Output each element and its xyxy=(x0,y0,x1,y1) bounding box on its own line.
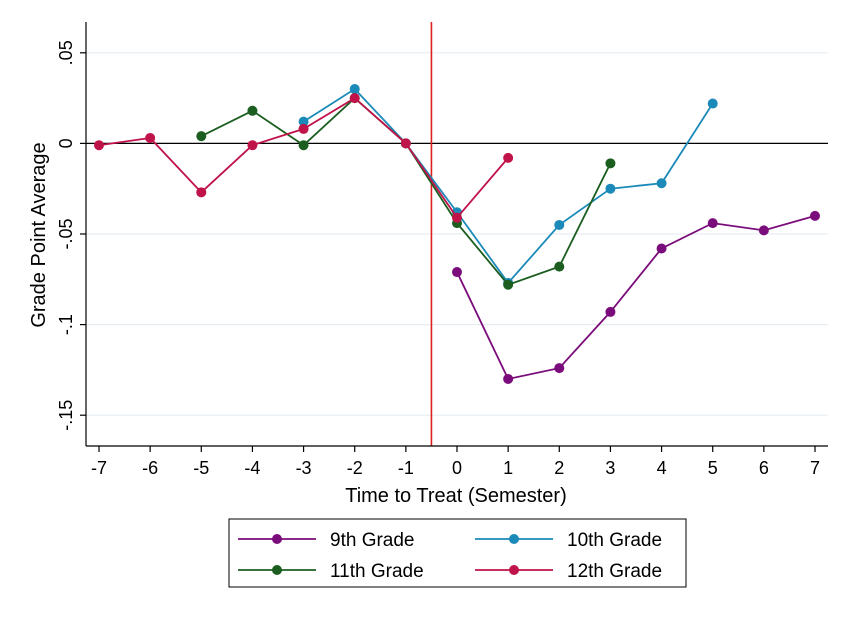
x-tick-label: 7 xyxy=(810,458,820,478)
data-point xyxy=(298,116,309,127)
data-point xyxy=(554,261,565,272)
y-tick-label: -.15 xyxy=(56,400,76,431)
data-point xyxy=(605,183,616,194)
data-point xyxy=(400,138,411,149)
data-point xyxy=(247,105,258,116)
x-tick-label: 3 xyxy=(605,458,615,478)
x-tick-label: -6 xyxy=(142,458,158,478)
legend-label: 12th Grade xyxy=(567,561,662,582)
data-point xyxy=(94,140,104,151)
x-tick-label: -5 xyxy=(193,458,209,478)
data-point xyxy=(656,243,667,254)
legend-swatch-marker xyxy=(509,534,519,544)
data-point xyxy=(503,152,514,163)
data-point xyxy=(707,98,718,109)
data-series xyxy=(94,84,820,384)
x-tick-label: -2 xyxy=(347,458,363,478)
x-tick-label: -7 xyxy=(91,458,107,478)
data-point xyxy=(605,158,616,169)
x-tick-label: 0 xyxy=(452,458,462,478)
data-point xyxy=(707,218,718,229)
data-point xyxy=(810,210,820,221)
data-point xyxy=(196,131,207,142)
x-tick-label: -3 xyxy=(296,458,312,478)
x-axis-ticks: -7 -6 -5 -4 -3 -2 -1 0 1 2 3 4 5 6 7 xyxy=(91,446,820,478)
x-tick-label: -1 xyxy=(398,458,414,478)
data-point xyxy=(196,187,207,198)
data-point xyxy=(605,306,616,317)
x-axis-title: Time to Treat (Semester) xyxy=(345,485,567,507)
data-point xyxy=(349,93,360,104)
y-tick-label: -.1 xyxy=(56,314,76,335)
data-point xyxy=(554,363,565,374)
y-tick-label: 0 xyxy=(56,138,76,148)
series-line xyxy=(456,215,816,380)
legend-label: 10th Grade xyxy=(567,530,662,551)
data-point xyxy=(452,212,462,223)
y-tick-label: .05 xyxy=(56,40,76,65)
data-point xyxy=(452,267,462,278)
y-tick-label: -.05 xyxy=(56,218,76,249)
y-axis-ticks: .05 0 -.05 -.1 -.15 xyxy=(56,40,86,431)
x-tick-label: -4 xyxy=(244,458,260,478)
x-tick-label: 5 xyxy=(708,458,718,478)
data-point xyxy=(247,140,258,151)
x-tick-label: 4 xyxy=(657,458,667,478)
legend-label: 11th Grade xyxy=(330,561,424,582)
data-point xyxy=(503,373,514,384)
legend-swatch-marker xyxy=(272,565,282,575)
data-point xyxy=(349,84,360,95)
data-point xyxy=(554,219,565,230)
data-point xyxy=(298,140,309,151)
x-tick-label: 2 xyxy=(554,458,564,478)
legend: 9th Grade 10th Grade 11th Grade 12th Grade xyxy=(228,518,687,588)
data-point xyxy=(145,132,156,143)
data-point xyxy=(298,123,309,134)
y-axis-title: Grade Point Average xyxy=(28,142,50,327)
x-tick-label: 6 xyxy=(759,458,769,478)
data-point xyxy=(758,225,769,236)
x-tick-label: 1 xyxy=(503,458,513,478)
data-point xyxy=(503,279,514,290)
reference-lines xyxy=(86,22,828,446)
legend-swatch-marker xyxy=(509,565,519,575)
legend-swatch-marker xyxy=(272,534,282,544)
legend-label: 9th Grade xyxy=(330,530,415,551)
legend-box xyxy=(228,518,687,588)
data-point xyxy=(656,178,667,189)
